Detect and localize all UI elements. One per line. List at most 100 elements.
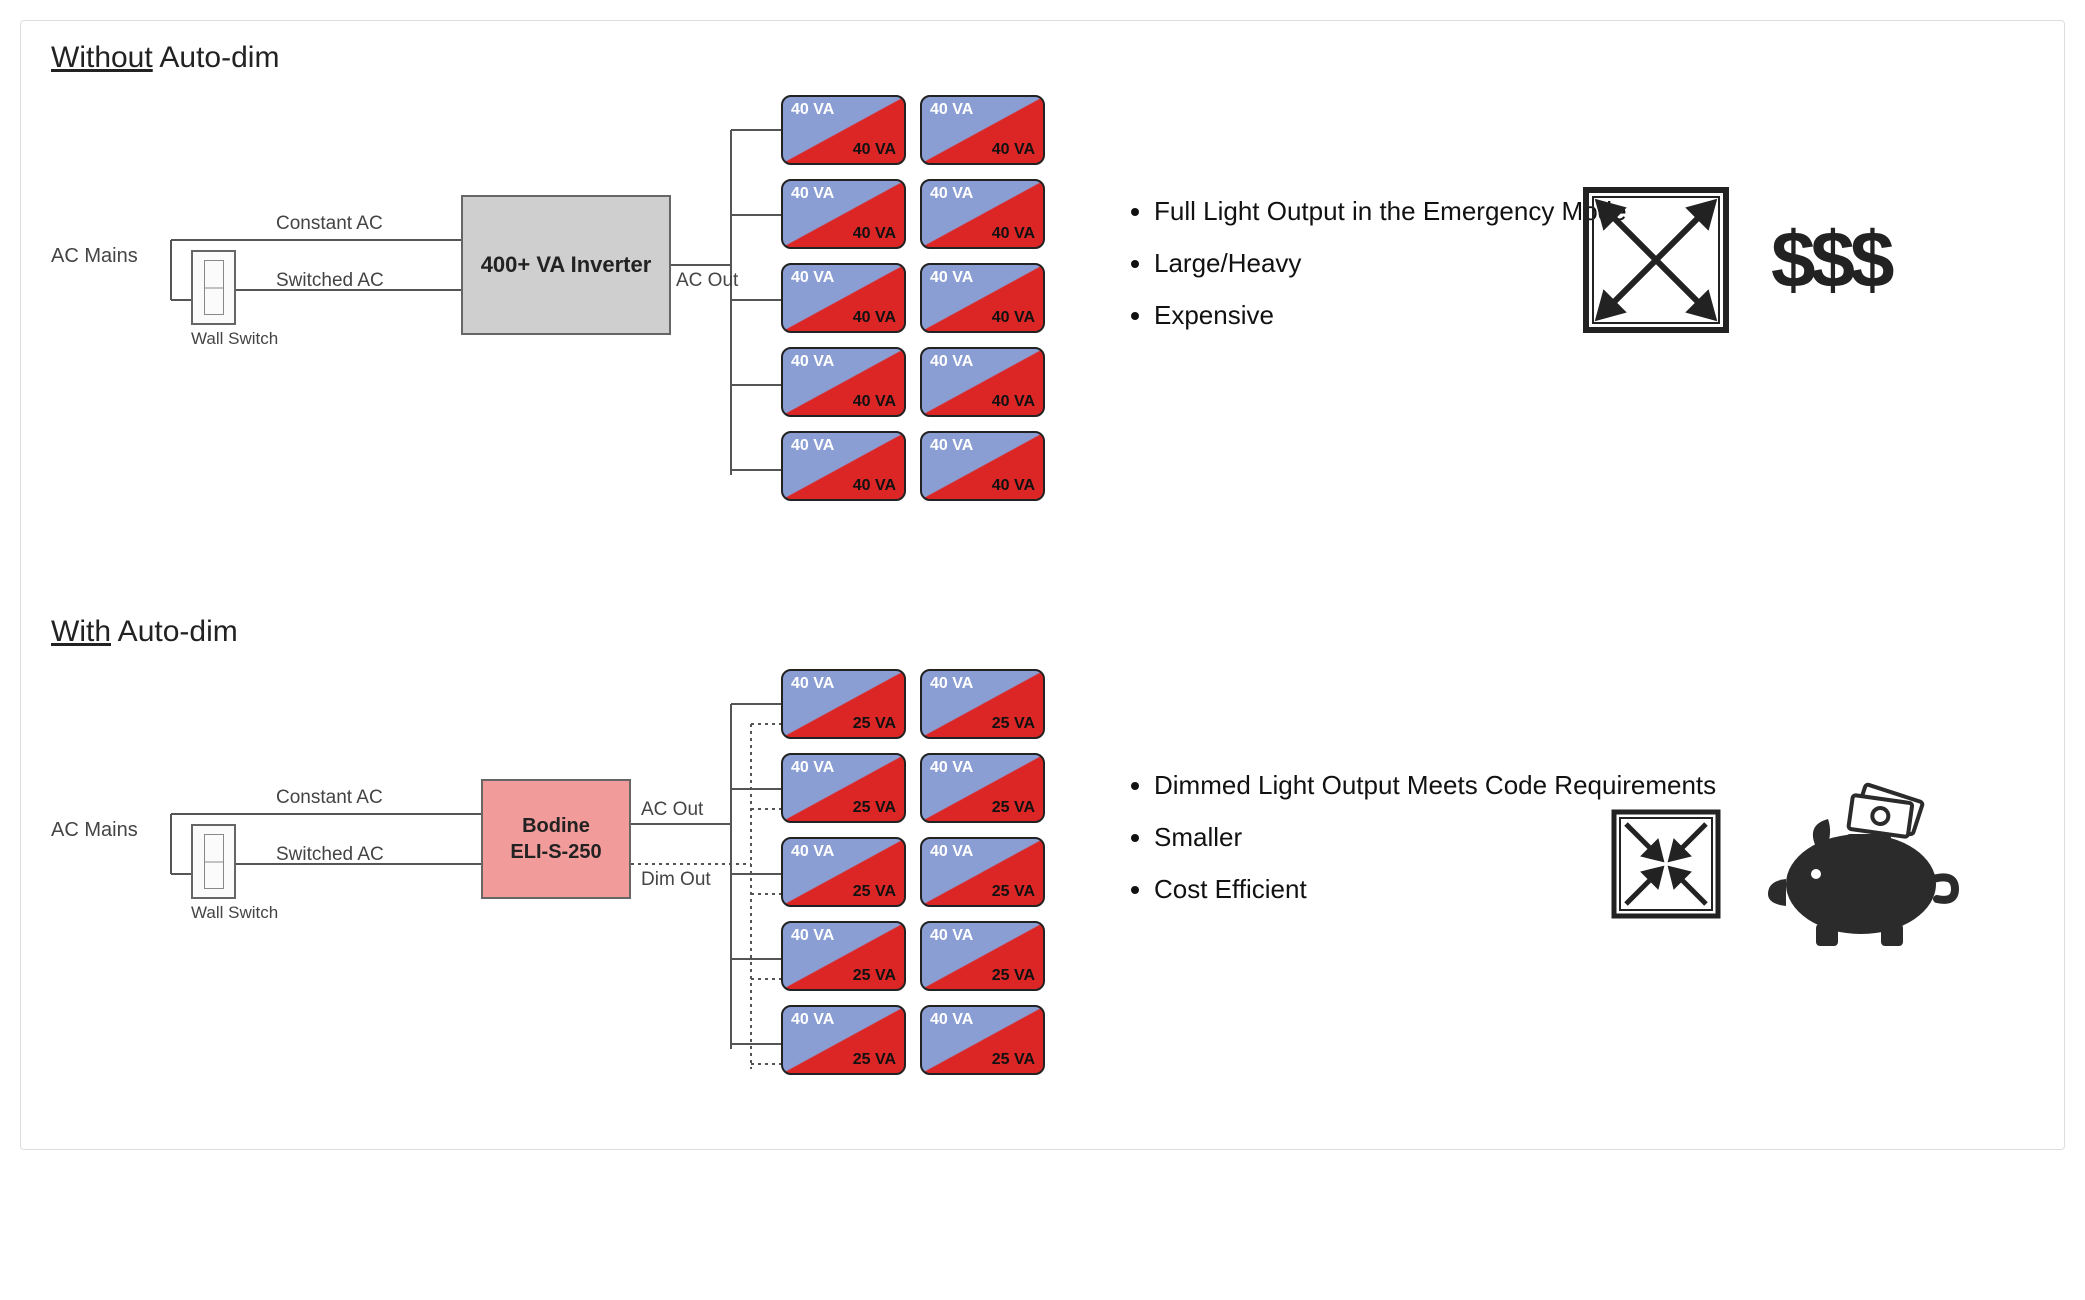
load-box: 40 VA 40 VA: [920, 179, 1045, 249]
load-box: 40 VA 40 VA: [781, 179, 906, 249]
diagram-without: AC Mains Wall Switch Constant AC Switche…: [51, 95, 2034, 535]
load-box: 40 VA 40 VA: [920, 347, 1045, 417]
load-bottom-label: 40 VA: [992, 141, 1035, 159]
title-without-rest: Auto-dim: [153, 41, 280, 74]
inverter-bodine: Bodine ELI-S-250: [481, 779, 631, 899]
load-bottom-label: 25 VA: [853, 883, 896, 901]
load-top-label: 40 VA: [791, 759, 834, 777]
title-without-underline: Without: [51, 41, 153, 74]
bullet-item: Full Light Output in the Emergency Mode: [1154, 195, 1627, 229]
wall-switch-label-2: Wall Switch: [191, 903, 278, 923]
load-bottom-label: 25 VA: [992, 715, 1035, 733]
icons-with: [1611, 779, 1961, 949]
load-box: 40 VA 40 VA: [781, 95, 906, 165]
load-box: 40 VA 40 VA: [920, 263, 1045, 333]
load-box: 40 VA 25 VA: [781, 1005, 906, 1075]
load-bottom-label: 40 VA: [992, 309, 1035, 327]
load-bottom-label: 25 VA: [853, 715, 896, 733]
load-bottom-label: 25 VA: [992, 967, 1035, 985]
load-top-label: 40 VA: [930, 101, 973, 119]
load-box: 40 VA 25 VA: [781, 837, 906, 907]
wall-switch-2: Wall Switch: [191, 824, 278, 923]
title-with: With Auto-dim: [51, 615, 2034, 649]
load-box: 40 VA 25 VA: [920, 753, 1045, 823]
expand-icon: [1581, 185, 1731, 335]
load-top-label: 40 VA: [791, 843, 834, 861]
label-switched-ac-2: Switched AC: [276, 844, 384, 866]
wall-switch-icon-2: [191, 824, 236, 899]
label-ac-out-1: AC Out: [676, 270, 738, 292]
load-bottom-label: 25 VA: [853, 799, 896, 817]
load-bottom-label: 40 VA: [992, 393, 1035, 411]
load-box: 40 VA 25 VA: [920, 837, 1045, 907]
load-top-label: 40 VA: [930, 843, 973, 861]
diagram-with: AC Mains Wall Switch Constant AC Switche…: [51, 669, 2034, 1109]
icons-without: $$$: [1581, 185, 1889, 335]
load-top-label: 40 VA: [791, 437, 834, 455]
load-box: 40 VA 25 VA: [781, 753, 906, 823]
load-box: 40 VA 25 VA: [920, 669, 1045, 739]
loads-with: 40 VA 25 VA 40 VA 25 VA 40 VA 25 VA 40 VA 25 VA…: [781, 669, 1045, 1075]
loads-without: 40 VA40 VA40 VA40 VA40 VA40 VA40 VA40 VA…: [781, 95, 1045, 501]
inverter-400va-label: 400+ VA Inverter: [481, 252, 652, 278]
bullet-item: Large/Heavy: [1154, 247, 1627, 281]
load-top-label: 40 VA: [791, 1011, 834, 1029]
title-with-rest: Auto-dim: [111, 615, 238, 648]
wall-switch-label-1: Wall Switch: [191, 329, 278, 349]
load-top-label: 40 VA: [791, 101, 834, 119]
load-top-label: 40 VA: [930, 1011, 973, 1029]
piggy-bank-icon: [1761, 779, 1961, 949]
label-ac-mains-2: AC Mains: [51, 819, 138, 842]
load-bottom-label: 25 VA: [992, 799, 1035, 817]
bullet-item: Expensive: [1154, 299, 1627, 333]
load-top-label: 40 VA: [930, 437, 973, 455]
label-dim-out: Dim Out: [641, 869, 711, 891]
bullets-without: Full Light Output in the Emergency Mode L…: [1126, 195, 1627, 350]
diagram-frame: Without Auto-dim: [20, 20, 2065, 1150]
load-bottom-label: 25 VA: [992, 883, 1035, 901]
load-box: 40 VA 40 VA: [781, 431, 906, 501]
section-without: Without Auto-dim: [51, 41, 2034, 535]
load-box: 40 VA 40 VA: [920, 95, 1045, 165]
load-box: 40 VA 40 VA: [781, 347, 906, 417]
title-without: Without Auto-dim: [51, 41, 2034, 75]
load-box: 40 VA 25 VA: [781, 921, 906, 991]
load-bottom-label: 40 VA: [853, 477, 896, 495]
label-ac-out-2: AC Out: [641, 799, 703, 821]
load-top-label: 40 VA: [930, 675, 973, 693]
load-bottom-label: 40 VA: [992, 225, 1035, 243]
inverter-400va: 400+ VA Inverter: [461, 195, 671, 335]
load-top-label: 40 VA: [930, 353, 973, 371]
dollars-icon: $$$: [1771, 214, 1889, 306]
wall-switch-1: Wall Switch: [191, 250, 278, 349]
load-top-label: 40 VA: [791, 353, 834, 371]
load-top-label: 40 VA: [930, 759, 973, 777]
load-bottom-label: 40 VA: [853, 225, 896, 243]
load-top-label: 40 VA: [791, 185, 834, 203]
load-box: 40 VA 25 VA: [781, 669, 906, 739]
section-with: With Auto-dim: [51, 615, 2034, 1109]
load-top-label: 40 VA: [791, 927, 834, 945]
load-bottom-label: 40 VA: [853, 309, 896, 327]
label-switched-ac-1: Switched AC: [276, 270, 384, 292]
title-with-underline: With: [51, 615, 111, 648]
load-bottom-label: 25 VA: [853, 1051, 896, 1069]
contract-icon: [1611, 809, 1721, 919]
load-top-label: 40 VA: [930, 927, 973, 945]
bullets-without-list: Full Light Output in the Emergency Mode L…: [1126, 195, 1627, 332]
load-bottom-label: 40 VA: [853, 141, 896, 159]
load-box: 40 VA 40 VA: [781, 263, 906, 333]
load-bottom-label: 40 VA: [853, 393, 896, 411]
load-top-label: 40 VA: [930, 185, 973, 203]
inverter-bodine-label: Bodine ELI-S-250: [510, 813, 601, 865]
load-bottom-label: 25 VA: [853, 967, 896, 985]
load-top-label: 40 VA: [930, 269, 973, 287]
load-top-label: 40 VA: [791, 269, 834, 287]
load-top-label: 40 VA: [791, 675, 834, 693]
label-ac-mains-1: AC Mains: [51, 245, 138, 268]
load-bottom-label: 25 VA: [992, 1051, 1035, 1069]
load-box: 40 VA 25 VA: [920, 1005, 1045, 1075]
wall-switch-icon: [191, 250, 236, 325]
load-box: 40 VA 40 VA: [920, 431, 1045, 501]
load-bottom-label: 40 VA: [992, 477, 1035, 495]
